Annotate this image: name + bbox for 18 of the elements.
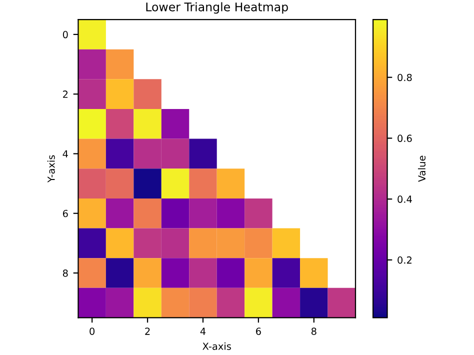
color-bar-label: 0.8 <box>398 74 412 82</box>
y-tick-label: 2 <box>63 90 68 98</box>
x-tick-label: 0 <box>90 328 95 335</box>
y-tick-label: 0 <box>62 30 68 38</box>
x-axis-title: X-axis <box>202 342 231 350</box>
x-tick-label: 8 <box>311 328 316 335</box>
x-tick-label: 4 <box>200 328 206 335</box>
chart-title: Lower Triangle Heatmap <box>146 2 288 14</box>
y-tick-label: 8 <box>62 269 68 277</box>
color-bar-label: 0.6 <box>398 134 412 142</box>
y-tick-label: 6 <box>62 210 68 218</box>
x-tick-label: 2 <box>145 328 150 335</box>
y-tick-label: 4 <box>62 150 68 158</box>
color-bar-label: 0.2 <box>398 256 412 264</box>
color-bar-title: Value <box>418 156 426 182</box>
y-axis-title: Y-axis <box>47 155 55 183</box>
x-tick-label: 6 <box>256 328 261 335</box>
color-bar-label: 0.4 <box>398 196 412 203</box>
